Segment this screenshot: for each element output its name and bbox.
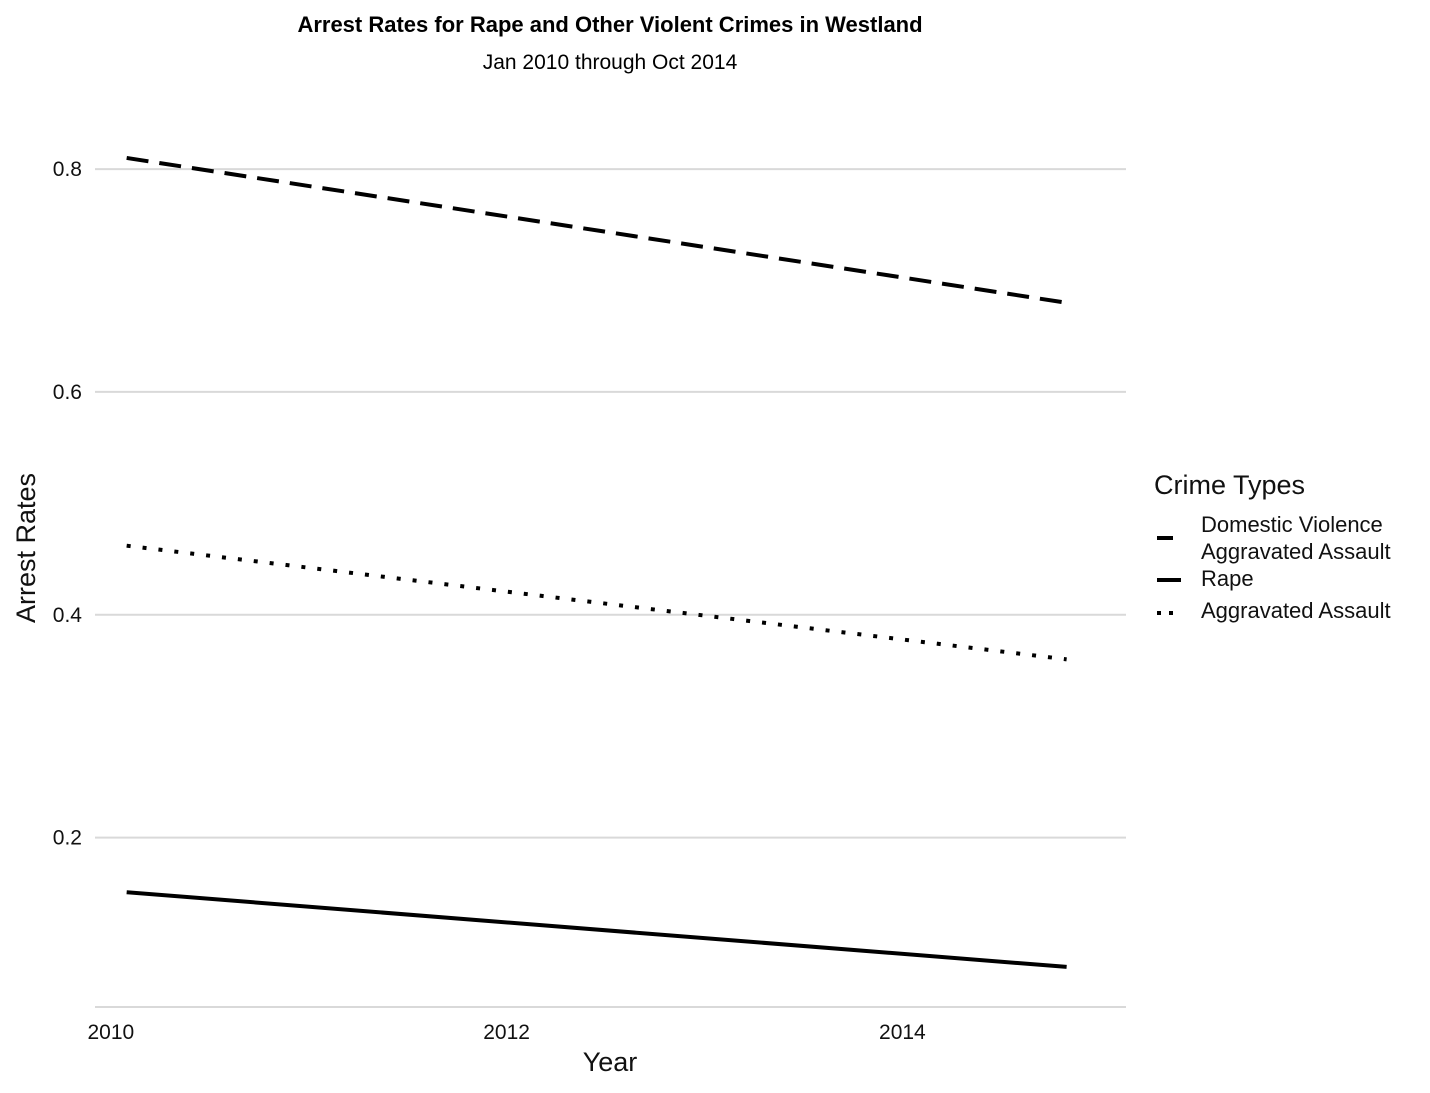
series-line-aggravated-assault bbox=[126, 543, 1067, 662]
legend-label: Domestic Violence bbox=[1201, 512, 1383, 537]
y-axis-title: Arrest Rates bbox=[11, 473, 41, 623]
x-axis-title: Year bbox=[583, 1047, 638, 1077]
gridlines bbox=[95, 168, 1126, 839]
legend: Crime Types Domestic ViolenceAggravated … bbox=[1154, 470, 1391, 623]
legend-label: Aggravated Assault bbox=[1201, 598, 1391, 623]
x-tick-label: 2014 bbox=[879, 1021, 926, 1044]
x-tick-label: 2012 bbox=[483, 1021, 530, 1044]
y-tick-labels: 0.2 0.4 0.6 0.8 bbox=[53, 158, 83, 850]
data-series bbox=[126, 155, 1067, 969]
y-tick-label: 0.4 bbox=[53, 604, 83, 627]
y-tick-label: 0.2 bbox=[53, 827, 82, 850]
y-tick-label: 0.8 bbox=[53, 158, 82, 181]
y-tick-label: 0.6 bbox=[53, 381, 82, 404]
series-line-rape bbox=[126, 890, 1067, 969]
legend-label: Aggravated Assault bbox=[1201, 539, 1391, 564]
legend-label: Rape bbox=[1201, 566, 1254, 591]
chart-subtitle: Jan 2010 through Oct 2014 bbox=[483, 51, 738, 74]
x-tick-label: 2010 bbox=[87, 1021, 134, 1044]
series-line-domestic-violence-aggravated-assault bbox=[126, 155, 1067, 305]
legend-title: Crime Types bbox=[1154, 470, 1305, 500]
chart-title: Arrest Rates for Rape and Other Violent … bbox=[297, 12, 922, 37]
x-tick-labels: 2010 2012 2014 bbox=[87, 1021, 926, 1044]
